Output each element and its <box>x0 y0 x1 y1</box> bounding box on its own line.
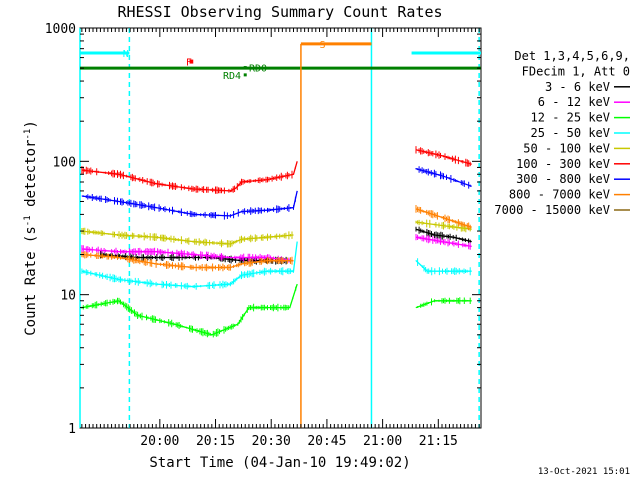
legend-item-label: 6 - 12 keV <box>538 95 610 109</box>
series-noise <box>415 297 471 308</box>
timestamp: 13-Oct-2021 15:01 <box>538 467 630 477</box>
series-noise <box>415 219 471 233</box>
series-300-800keV <box>81 166 472 220</box>
legend-item-label: 3 - 6 keV <box>545 80 610 94</box>
series-100-300keV <box>81 146 472 194</box>
legend-item-label: 300 - 800 keV <box>516 172 610 186</box>
x-tick-label: 21:00 <box>363 434 402 449</box>
annotation-rd0-dot <box>243 66 247 70</box>
annotation-f-label: F <box>186 58 192 69</box>
annotation-rd0-label: RD0 <box>249 64 267 75</box>
series-noise <box>81 255 296 290</box>
plot-area: N F S RD0 RD4 <box>79 28 481 428</box>
x-tick-label: 20:15 <box>196 434 235 449</box>
series-800-7000keV <box>81 205 472 272</box>
legend-item-label: 7000 - 15000 keV <box>494 203 610 217</box>
x-tick-label: 20:45 <box>307 434 346 449</box>
annotation-s-label: S <box>319 40 325 51</box>
legend-item-label: 100 - 300 keV <box>516 157 610 171</box>
series-noise <box>415 166 471 189</box>
chart-title: RHESSI Observing Summary Count Rates <box>117 3 442 21</box>
series-3-6keV <box>99 226 472 265</box>
x-tick-label: 21:15 <box>419 434 458 449</box>
annotation-rd4-label: RD4 <box>223 71 241 82</box>
y-tick-label: 100 <box>53 155 76 170</box>
legend-header: Det 1,3,4,5,6,9, <box>514 49 630 63</box>
legend-item-label: 12 - 25 keV <box>531 111 610 125</box>
legend-header: FDecim 1, Att 0 <box>522 64 630 78</box>
series-noise <box>81 245 293 263</box>
series-50-100keV <box>81 219 472 248</box>
series-12-25keV <box>81 283 472 338</box>
x-tick-label: 20:00 <box>140 434 179 449</box>
series-noise <box>415 258 471 276</box>
y-tick-label: 1 <box>68 422 76 437</box>
y-axis-label: Count Rate (s-1 detector-1) <box>23 120 39 336</box>
annotation-n-label: N <box>123 49 129 60</box>
y-tick-label: 1000 <box>45 22 76 37</box>
axes: 1 10 100 1000 20:00 20:15 20:30 20:45 21:00 21:15 <box>45 22 481 449</box>
series-noise <box>81 166 296 194</box>
series-noise <box>81 194 296 220</box>
plot-frame <box>79 27 482 429</box>
series-noise <box>415 234 471 250</box>
series-noise <box>81 286 297 338</box>
legend: Det 1,3,4,5,6,9,FDecim 1, Att 0 3 - 6 keV… <box>494 49 630 217</box>
legend-item-label: 800 - 7000 keV <box>509 188 610 202</box>
series-noise <box>415 226 471 244</box>
y-tick-label: 10 <box>60 289 76 304</box>
series-25-50keV <box>81 241 472 290</box>
legend-item-label: 25 - 50 keV <box>531 126 610 140</box>
legend-item-label: 50 - 100 keV <box>523 141 610 155</box>
annotation-rd4-dot <box>243 73 247 77</box>
x-tick-label: 20:30 <box>252 434 291 449</box>
series-noise <box>415 205 471 231</box>
x-axis-label: Start Time (04-Jan-10 19:49:02) <box>149 455 410 471</box>
series-noise <box>415 146 471 167</box>
